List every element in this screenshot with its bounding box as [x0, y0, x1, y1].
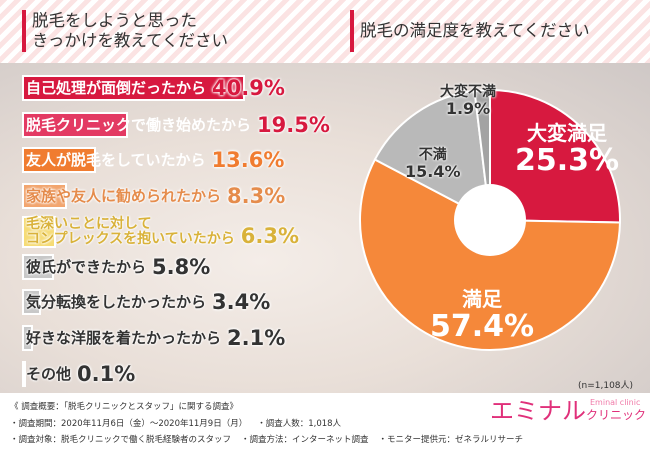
bar	[22, 216, 57, 248]
donut-label: 満足 57.4%	[430, 288, 534, 343]
bar-row: 彼氏ができたから 5.8%	[22, 254, 210, 280]
bar-row: 脱毛クリニックで働き始めたから 19.5%	[22, 112, 330, 138]
left-title: 脱毛をしようと思った きっかけを教えてください	[22, 10, 228, 52]
bar	[22, 183, 68, 209]
bar-row: その他 0.1%	[22, 361, 135, 387]
slice-name: 不満	[418, 147, 447, 163]
slice-name: 大変不満	[440, 84, 496, 100]
slice-value: 1.9%	[445, 99, 491, 119]
logo-sub: クリニック	[586, 408, 647, 422]
donut-slice-0	[489, 88, 621, 224]
bar-value: 3.4%	[212, 290, 271, 314]
sample-size-note: (n=1,108人)	[578, 381, 634, 391]
bar-row: 自己処理が面倒だったから 40.9%	[22, 75, 285, 101]
logo-main: エミナル	[490, 397, 586, 425]
left-title-line1: 脱毛をしようと思った	[32, 11, 197, 30]
bar-value: 0.1%	[77, 362, 136, 386]
survey-method: ・調査方法：インターネット調査	[241, 435, 369, 445]
bar-value: 8.3%	[227, 184, 286, 208]
bar	[22, 325, 34, 351]
satisfaction-donut-chart	[359, 88, 621, 351]
bar-value: 2.1%	[227, 326, 286, 350]
survey-provider: ・モニター提供元：ゼネラルリサーチ	[378, 435, 524, 445]
bar-value: 40.9%	[212, 76, 285, 100]
slice-value: 15.4%	[405, 162, 461, 182]
donut-label: 大変満足 25.3%	[515, 122, 619, 177]
bar-value: 6.3%	[240, 224, 299, 248]
bar	[22, 112, 129, 138]
slice-name: 満足	[462, 287, 503, 311]
bar-row: 気分転換をしたかったから 3.4%	[22, 289, 270, 315]
bar-row: 友人が脱毛をしていたから 13.6%	[22, 147, 284, 173]
bar-row: 家族や友人に勧められたから 8.3%	[22, 183, 285, 209]
survey-summary-title: 《 調査概要：「脱毛クリニックとスタッフ」に関する調査》	[10, 402, 238, 412]
survey-count: ・調査人数：1,018人	[257, 419, 342, 429]
donut-label: 不満 15.4%	[405, 147, 461, 182]
header: 脱毛をしようと思った きっかけを教えてください 脱毛の満足度を教えてください	[0, 0, 650, 63]
bar-label: 好きな洋服を着たかったから	[26, 328, 222, 347]
bar-label: 家族や友人に勧められたから	[26, 186, 222, 205]
donut-hole	[454, 184, 526, 256]
bar-label: 脱毛クリニックで働き始めたから	[26, 115, 252, 134]
slice-name: 大変満足	[527, 121, 608, 145]
right-title: 脱毛の満足度を教えてください	[350, 10, 590, 52]
slice-value: 25.3%	[515, 143, 620, 178]
donut-slice-2	[373, 89, 492, 222]
bar-value: 19.5%	[257, 113, 330, 137]
bar-value: 5.8%	[152, 255, 211, 279]
bar-label: 彼氏ができたから	[26, 257, 147, 276]
eminal-clinic-logo: エミナルクリニック Eminal clinic	[490, 397, 646, 431]
donut-label: 大変不満 1.9%	[440, 84, 496, 119]
footer: 《 調査概要：「脱毛クリニックとスタッフ」に関する調査》 ・調査期間：2020年…	[0, 393, 650, 450]
survey-period: ・調査期間：2020年11月6日（金）～2020年11月9日（月）	[10, 419, 248, 429]
bar-label: 毛深いことに対して コンプレックスを抱いていたから	[26, 216, 235, 247]
bar-label: 友人が脱毛をしていたから	[26, 150, 206, 169]
slice-value: 57.4%	[430, 309, 535, 344]
bar	[22, 254, 54, 280]
bar	[22, 75, 245, 101]
bar-label: 自己処理が面倒だったから	[26, 78, 207, 97]
bar-label: 気分転換をしたかったから	[26, 292, 207, 311]
bar-label: その他	[26, 364, 72, 383]
bar-row: 好きな洋服を着たかったから 2.1%	[22, 325, 285, 351]
logo-en: Eminal clinic	[590, 398, 641, 407]
left-title-line2: きっかけを教えてください	[32, 31, 229, 50]
bar-row: 毛深いことに対して コンプレックスを抱いていたから 6.3%	[22, 216, 299, 248]
bar	[22, 361, 26, 387]
bar	[22, 147, 97, 173]
survey-target: ・調査対象：脱毛クリニックで働く脱毛経験者のスタッフ	[10, 435, 232, 445]
bar	[22, 289, 41, 315]
bar-value: 13.6%	[211, 148, 285, 172]
